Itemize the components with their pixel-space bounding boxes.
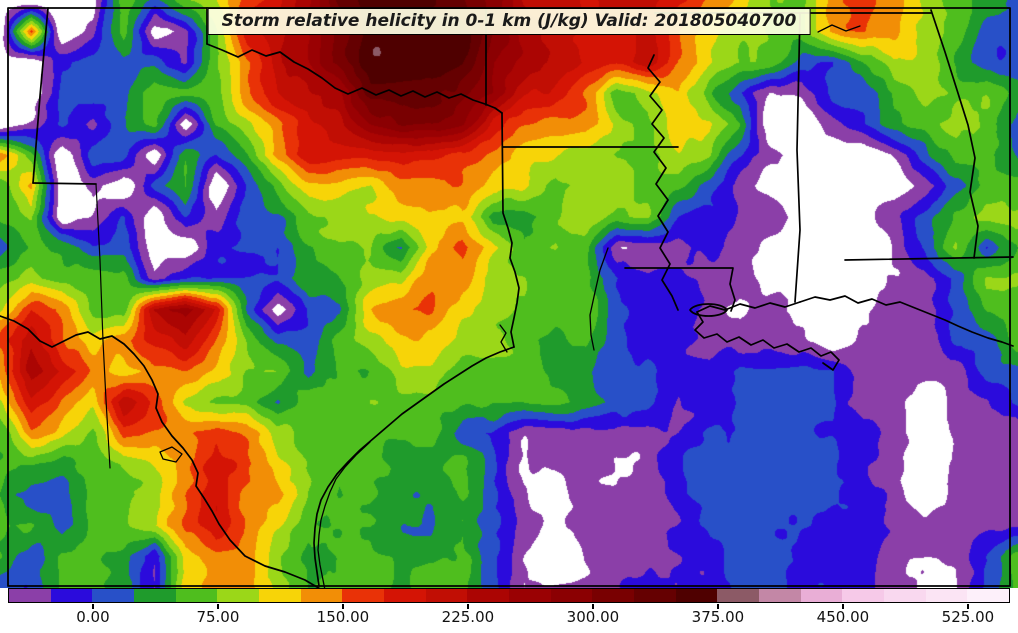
colorbar-segment	[884, 589, 926, 602]
colorbar-segment	[425, 589, 468, 602]
colorbar-segment	[550, 589, 593, 602]
colorbar-segment	[217, 589, 260, 602]
colorbar-tick-label: 75.00	[196, 608, 240, 626]
colorbar-segment	[759, 589, 801, 602]
colorbar-segment	[717, 589, 760, 602]
map-area: Storm relative helicity in 0-1 km (J/kg)…	[0, 0, 1018, 588]
colorbar-tick-label: 525.00	[941, 608, 995, 626]
colorbar-segment	[967, 589, 1010, 602]
colorbar-tick	[466, 604, 469, 609]
colorbar-segment	[92, 589, 135, 602]
map-title-box: Storm relative helicity in 0-1 km (J/kg)…	[207, 8, 811, 35]
colorbar-tick-label: 225.00	[441, 608, 495, 626]
colorbar-segment	[50, 589, 93, 602]
colorbar-segment	[634, 589, 676, 602]
colorbar: 0.00 75.00 150.00 225.00 300.00 375.00 450.00 5…	[8, 588, 1010, 633]
colorbar-segment	[675, 589, 718, 602]
colorbar-segment	[800, 589, 843, 602]
colorbar-tick-label: 375.00	[691, 608, 745, 626]
colorbar-segment	[259, 589, 301, 602]
colorbar-tick-label: 150.00	[316, 608, 370, 626]
colorbar-segment	[342, 589, 385, 602]
colorbar-segment	[842, 589, 885, 602]
colorbar-tick-label: 450.00	[816, 608, 870, 626]
colorbar-tick	[91, 604, 94, 609]
colorbar-segment	[384, 589, 426, 602]
colorbar-tick	[716, 604, 719, 609]
colorbar-segment	[467, 589, 510, 602]
colorbar-segment	[925, 589, 968, 602]
colorbar-segment	[134, 589, 176, 602]
colorbar-tick	[341, 604, 344, 609]
map-title: Storm relative helicity in 0-1 km (J/kg)…	[221, 11, 797, 31]
colorbar-tick	[841, 604, 844, 609]
colorbar-tick-label: 0.00	[76, 608, 110, 626]
colorbar-segment	[9, 589, 51, 602]
colorbar-segment	[592, 589, 635, 602]
colorbar-segment	[175, 589, 218, 602]
colorbar-segment	[509, 589, 551, 602]
colorbar-swatches	[8, 588, 1010, 603]
colorbar-segment	[300, 589, 343, 602]
colorbar-tick-label: 300.00	[566, 608, 620, 626]
helicity-filled-contour-map	[0, 0, 1018, 588]
colorbar-tick	[216, 604, 219, 609]
colorbar-tick	[591, 604, 594, 609]
colorbar-tick	[966, 604, 969, 609]
